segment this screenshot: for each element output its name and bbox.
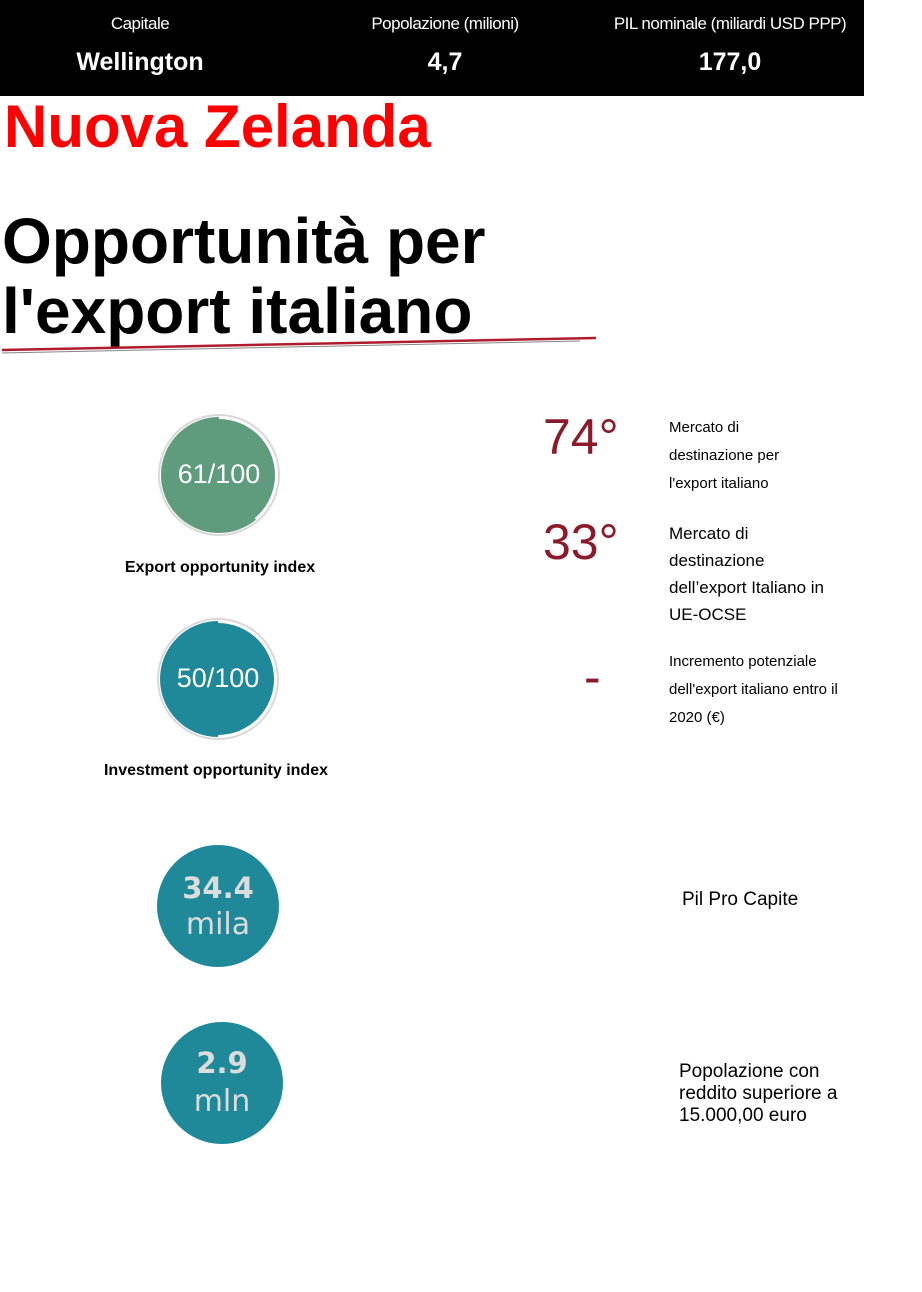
investment-opportunity-gauge: 50/100 bbox=[156, 617, 280, 741]
title-underline-stroke bbox=[1, 336, 597, 354]
export-gauge-ring bbox=[158, 414, 280, 536]
gdp-per-capita-description: Pil Pro Capite bbox=[682, 889, 799, 910]
eu-oecd-market-rank-description: Mercato di destinazione dell’export Ital… bbox=[669, 524, 824, 624]
capital-value: Wellington bbox=[76, 48, 204, 76]
population-value: 4,7 bbox=[427, 48, 463, 76]
section-title: Opportunità per l'export italiano bbox=[2, 205, 486, 347]
capital-label: Capitale bbox=[110, 14, 170, 33]
high-income-population-description: Popolazione con reddito superiore a 15.0… bbox=[679, 1061, 838, 1126]
gauge-disc bbox=[162, 623, 274, 735]
gdp-label: PIL nominale (miliardi USD PPP) bbox=[613, 14, 847, 33]
gdp-per-capita-unit: mila bbox=[185, 907, 251, 942]
gdp-per-capita-circle: 34.4 mila bbox=[157, 845, 279, 967]
export-market-rank-description: Mercato di destinazione per l'export ita… bbox=[669, 419, 780, 492]
investment-opportunity-caption: Investment opportunity index bbox=[103, 762, 328, 779]
high-income-population-number: 2.9 bbox=[196, 1046, 248, 1080]
export-opportunity-gauge: 61/100 bbox=[157, 413, 281, 537]
gdp-value: 177,0 bbox=[698, 48, 762, 76]
export-market-rank: 74° bbox=[543, 409, 619, 465]
export-opportunity-caption: Export opportunity index bbox=[124, 559, 316, 576]
gauge-disc bbox=[163, 419, 275, 531]
country-title: Nuova Zelanda bbox=[4, 93, 431, 160]
export-increment-value: - bbox=[584, 649, 601, 705]
high-income-population-circle: 2.9 mln bbox=[161, 1022, 283, 1144]
investment-opportunity-value: 50/100 bbox=[176, 663, 260, 693]
export-increment-description: Incremento potenziale dell'export italia… bbox=[669, 653, 838, 726]
population-label: Popolazione (milioni) bbox=[371, 14, 519, 33]
country-header-bar: Capitale Wellington Popolazione (milioni… bbox=[0, 0, 864, 96]
gdp-per-capita-number: 34.4 bbox=[182, 871, 254, 905]
high-income-population-unit: mln bbox=[193, 1084, 251, 1119]
export-opportunity-value: 61/100 bbox=[177, 459, 261, 489]
investment-gauge-ring bbox=[157, 618, 279, 740]
eu-oecd-market-rank: 33° bbox=[543, 514, 619, 570]
